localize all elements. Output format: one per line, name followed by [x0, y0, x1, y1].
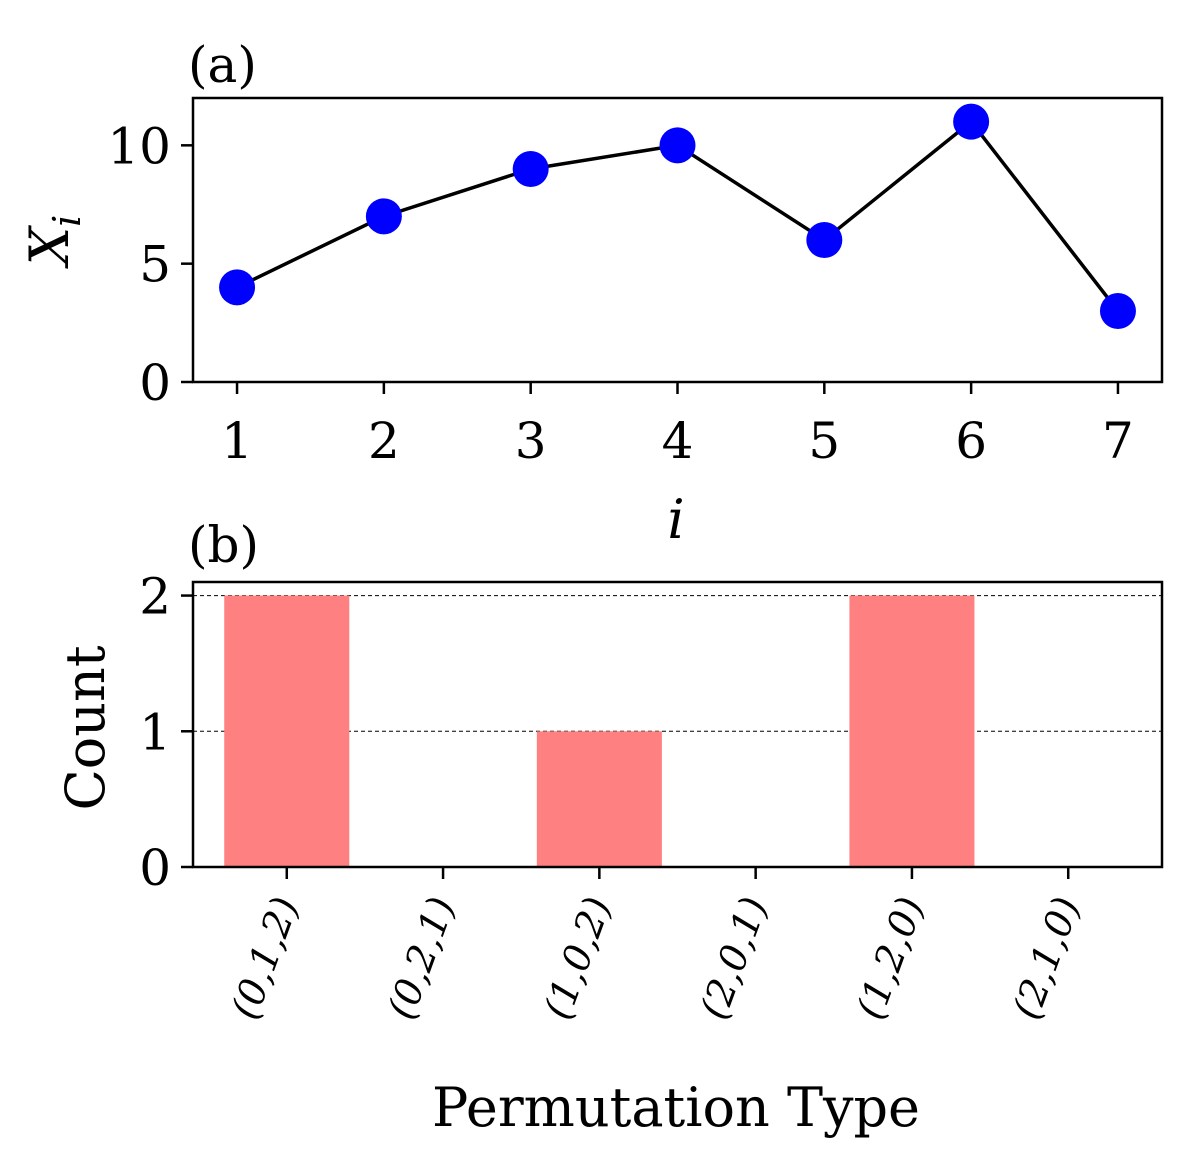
data-point: [219, 269, 256, 306]
category-label: (2,1,0): [1004, 891, 1089, 1025]
panel-b-axes-frame: [191, 580, 1164, 869]
x-tick-label: 1: [221, 412, 253, 470]
panel-b-bars: [224, 595, 975, 867]
panel-b-bar-chart: (b) 0 1 2 (0,1,2) (0,2,1) (1,0,2) (2,0,1) (1,2,…: [54, 516, 1164, 1139]
x-tick-label: 6: [955, 412, 987, 470]
panel-b-label: (b): [188, 516, 259, 574]
panel-a-tick-labels: 1 2 3 4 5 6 7 0 5 10: [107, 117, 1133, 470]
category-label: (2,0,1): [692, 891, 777, 1025]
panel-a-label: (a): [188, 36, 257, 94]
panel-a-line-chart: (a) 1 2 3 4 5 6 7 0 5 10 i Xi: [18, 36, 1164, 551]
panel-a-axes-frame: [191, 96, 1164, 384]
y-label-subscript: i: [45, 215, 89, 227]
y-label-main: X: [18, 224, 81, 269]
panel-b-y-axis-label: Count: [54, 645, 117, 810]
panel-a-ticks: [181, 144, 1120, 394]
bar: [849, 595, 975, 867]
x-tick-label: 2: [368, 412, 400, 470]
panel-b-gridlines: [193, 595, 1162, 732]
data-point: [659, 127, 696, 164]
panel-a-y-axis-label: Xi: [18, 215, 89, 270]
category-label: (1,0,2): [535, 891, 620, 1025]
category-label: (1,2,0): [848, 891, 933, 1025]
y-tick-label: 0: [139, 839, 171, 897]
data-point: [953, 103, 990, 140]
x-tick-label: 3: [515, 412, 547, 470]
y-tick-label: 10: [107, 117, 171, 175]
bar: [536, 731, 662, 867]
y-tick-label: 2: [139, 568, 171, 626]
y-tick-label: 5: [139, 236, 171, 294]
data-point: [806, 222, 843, 258]
panel-a-x-axis-label: i: [667, 488, 684, 551]
x-tick-label: 5: [808, 412, 840, 470]
category-label: (0,1,2): [223, 891, 308, 1025]
category-label: (0,2,1): [379, 891, 464, 1025]
panel-b-ticks: [181, 594, 1070, 879]
x-tick-label: 4: [662, 412, 694, 470]
x-tick-label: 7: [1102, 412, 1134, 470]
panel-b-x-axis-label: Permutation Type: [432, 1076, 920, 1139]
series-points: [219, 103, 1136, 329]
data-point: [512, 151, 549, 187]
data-point: [365, 198, 402, 235]
y-tick-label: 1: [139, 703, 171, 761]
data-point: [1099, 293, 1136, 329]
y-tick-label: 0: [139, 354, 171, 412]
bar: [224, 595, 350, 867]
